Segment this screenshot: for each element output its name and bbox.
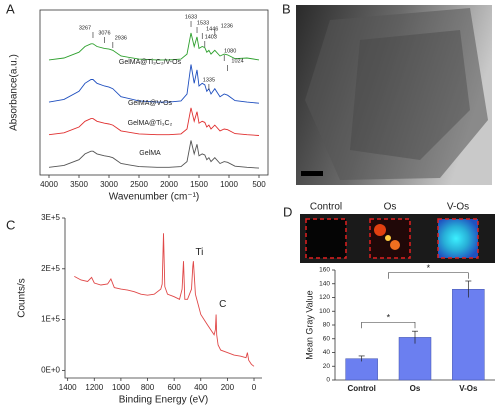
y-tick-label: 0 (326, 377, 330, 384)
bar (345, 358, 378, 381)
spectrum-line (48, 140, 260, 169)
image-label: V-Os (447, 202, 469, 213)
x-tick-label: V-Os (459, 384, 478, 393)
bar (398, 337, 432, 381)
series-label: GelMA (139, 150, 161, 157)
x-tick-label: 400 (194, 383, 208, 392)
series-label: GelMA@V-Os (128, 100, 173, 107)
y-axis-label: Absorbance(a.u.) (9, 54, 20, 131)
y-tick-label: 80 (323, 322, 331, 329)
peak-label: 1335 (203, 77, 215, 83)
x-tick-label: 2500 (130, 180, 148, 189)
bar (452, 289, 485, 381)
y-tick-label: 40 (323, 349, 331, 356)
peak-annotation: Ti (195, 247, 203, 258)
peak-label: 1080 (224, 48, 236, 54)
plot-frame (39, 9, 269, 176)
y-tick-label: 3E+5 (41, 213, 60, 222)
x-tick-label: 1400 (59, 383, 77, 392)
spectrum-line (74, 233, 255, 367)
x-tick-label: 1000 (112, 383, 130, 392)
y-axis-label: Mean Gray Value (304, 290, 314, 359)
fluorescence-strip (300, 214, 495, 263)
y-tick-label: 20 (323, 363, 331, 370)
x-tick-label: 200 (221, 383, 235, 392)
peak-label: 1236 (221, 23, 233, 29)
x-tick-label: 3500 (70, 180, 88, 189)
y-tick-label: 2E+5 (41, 264, 60, 273)
x-tick-label: 2000 (160, 180, 178, 189)
y-tick-label: 0E+0 (41, 365, 60, 374)
peak-label: 3076 (98, 30, 110, 36)
x-tick-label: 0 (252, 383, 257, 392)
series-label: GelMA@Ti₃C₂ (128, 120, 173, 127)
image-label: Control (310, 202, 342, 213)
panel-label: B (282, 1, 291, 16)
peak-annotation: C (219, 299, 226, 310)
spectrum-line (48, 64, 260, 104)
peak-label: 1403 (205, 34, 217, 40)
y-tick-label: 140 (319, 280, 330, 287)
peak-label: 2936 (115, 35, 127, 41)
x-tick-label: 4000 (40, 180, 58, 189)
peak-label: 1533 (197, 20, 209, 26)
x-tick-label: 1500 (190, 180, 208, 189)
peak-label: 3267 (79, 25, 91, 31)
significance-bracket (388, 272, 469, 279)
significance-mark: * (427, 263, 431, 273)
panel-label: C (6, 217, 15, 232)
y-tick-label: 60 (323, 335, 331, 342)
series-label: GelMA@Ti₃C₂/V-Os (119, 59, 182, 66)
spectrum-line (48, 107, 260, 136)
panel-label: A (6, 1, 15, 16)
y-tick-label: 1E+5 (41, 315, 60, 324)
x-tick-label: Control (347, 384, 375, 393)
axes (64, 218, 262, 379)
x-tick-label: 600 (167, 383, 181, 392)
x-axis-label: Wavenumber (cm⁻¹) (109, 192, 199, 203)
panel-label: D (283, 204, 292, 219)
x-tick-label: 500 (252, 180, 266, 189)
y-tick-label: 160 (319, 267, 330, 274)
tem-image (296, 5, 492, 185)
significance-bracket (361, 321, 416, 329)
x-tick-label: Os (410, 384, 421, 393)
image-label: Os (384, 202, 397, 213)
spectrum-line (48, 32, 260, 61)
peak-label: 1446 (206, 26, 218, 32)
x-tick-label: 1000 (220, 180, 238, 189)
y-tick-label: 100 (319, 308, 330, 315)
peak-label: 1633 (185, 14, 197, 20)
x-tick-label: 3000 (100, 180, 118, 189)
x-tick-label: 1200 (85, 383, 103, 392)
x-axis-label: Binding Energy (eV) (119, 395, 209, 406)
y-axis-label: Counts/s (17, 278, 28, 317)
x-tick-label: 800 (141, 383, 155, 392)
peak-label: 1024 (231, 58, 243, 64)
significance-mark: * (387, 313, 391, 323)
y-tick-label: 120 (319, 294, 330, 301)
